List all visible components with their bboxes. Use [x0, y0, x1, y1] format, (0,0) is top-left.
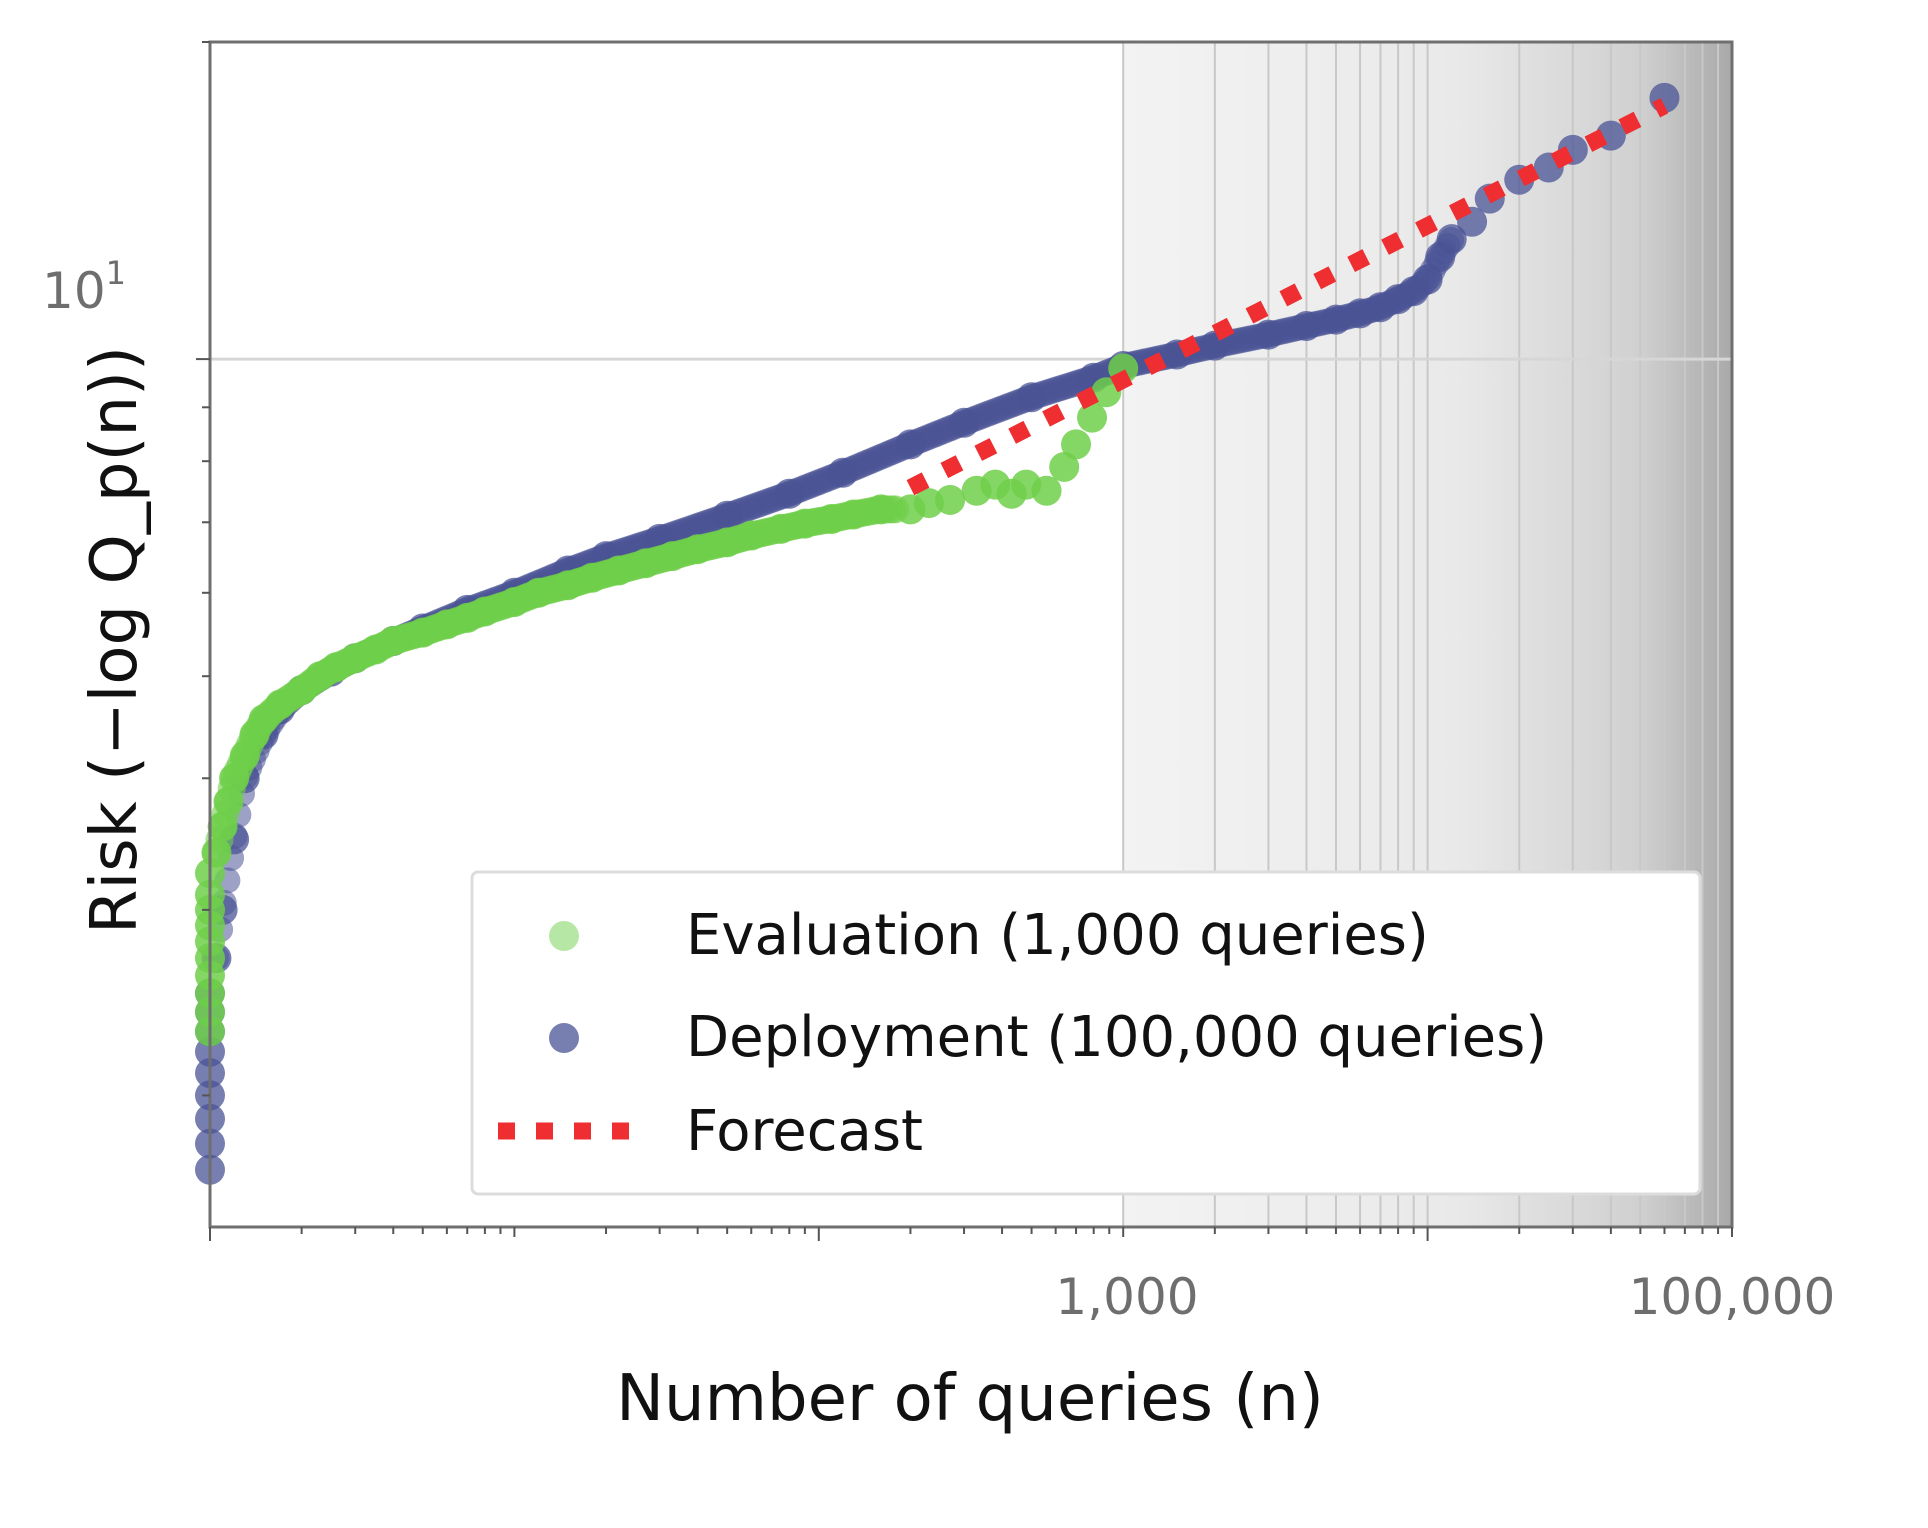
- evaluation-point: [682, 534, 713, 565]
- evaluation-point: [603, 555, 634, 586]
- deployment-point: [1438, 227, 1465, 254]
- evaluation-point: [1049, 451, 1080, 482]
- evaluation-point: [630, 548, 661, 579]
- evaluation-point: [265, 689, 296, 720]
- evaluation-point: [657, 541, 688, 572]
- legend: Evaluation (1,000 queries) Deployment (1…: [470, 870, 1702, 1196]
- plot-frame: [208, 40, 1734, 1229]
- legend-deployment-label: Deployment (100,000 queries): [686, 1005, 1547, 1070]
- legend-box: [470, 870, 1702, 1196]
- evaluation-point: [765, 513, 796, 544]
- evaluation-point: [1061, 429, 1092, 460]
- legend-deployment-marker: [549, 1023, 579, 1053]
- evaluation-point: [553, 570, 584, 601]
- legend-evaluation-marker: [549, 921, 579, 951]
- forecast-line: [906, 98, 1669, 496]
- evaluation-point: [712, 527, 743, 558]
- x-axis-title: Number of queries (n): [616, 1362, 1324, 1436]
- forecast-series: [906, 98, 1669, 496]
- evaluation-point: [838, 499, 869, 530]
- evaluation-point: [1091, 377, 1122, 408]
- evaluation-point: [1077, 402, 1108, 433]
- x-axis-ticks: [209, 1227, 1733, 1241]
- evaluation-point: [789, 508, 820, 539]
- evaluation-point: [201, 837, 232, 868]
- evaluation-point: [577, 562, 608, 593]
- y-axis-ticks: [196, 41, 210, 1097]
- evaluation-point: [736, 520, 767, 551]
- evaluation-point: [378, 625, 409, 656]
- y-axis-title: Risk (−log Q_p(n)): [78, 346, 152, 934]
- evaluation-point: [523, 577, 554, 608]
- y-tick-label-10: 101: [42, 254, 126, 320]
- evaluation-point: [499, 587, 530, 618]
- evaluation-point: [935, 484, 966, 515]
- x-tick-label-1000: 1,000: [1055, 1268, 1198, 1326]
- evaluation-point: [865, 494, 896, 525]
- x-tick-label-100000: 100,000: [1629, 1268, 1836, 1326]
- evaluation-point: [469, 596, 500, 627]
- legend-forecast-label: Forecast: [686, 1099, 923, 1164]
- evaluation-point: [1031, 475, 1062, 506]
- evaluation-point: [213, 786, 244, 817]
- evaluation-point: [219, 763, 250, 794]
- evaluation-point: [407, 617, 438, 648]
- evaluation-series: [195, 353, 1139, 1047]
- evaluation-point: [207, 811, 238, 842]
- legend-evaluation-label: Evaluation (1,000 queries): [686, 903, 1429, 968]
